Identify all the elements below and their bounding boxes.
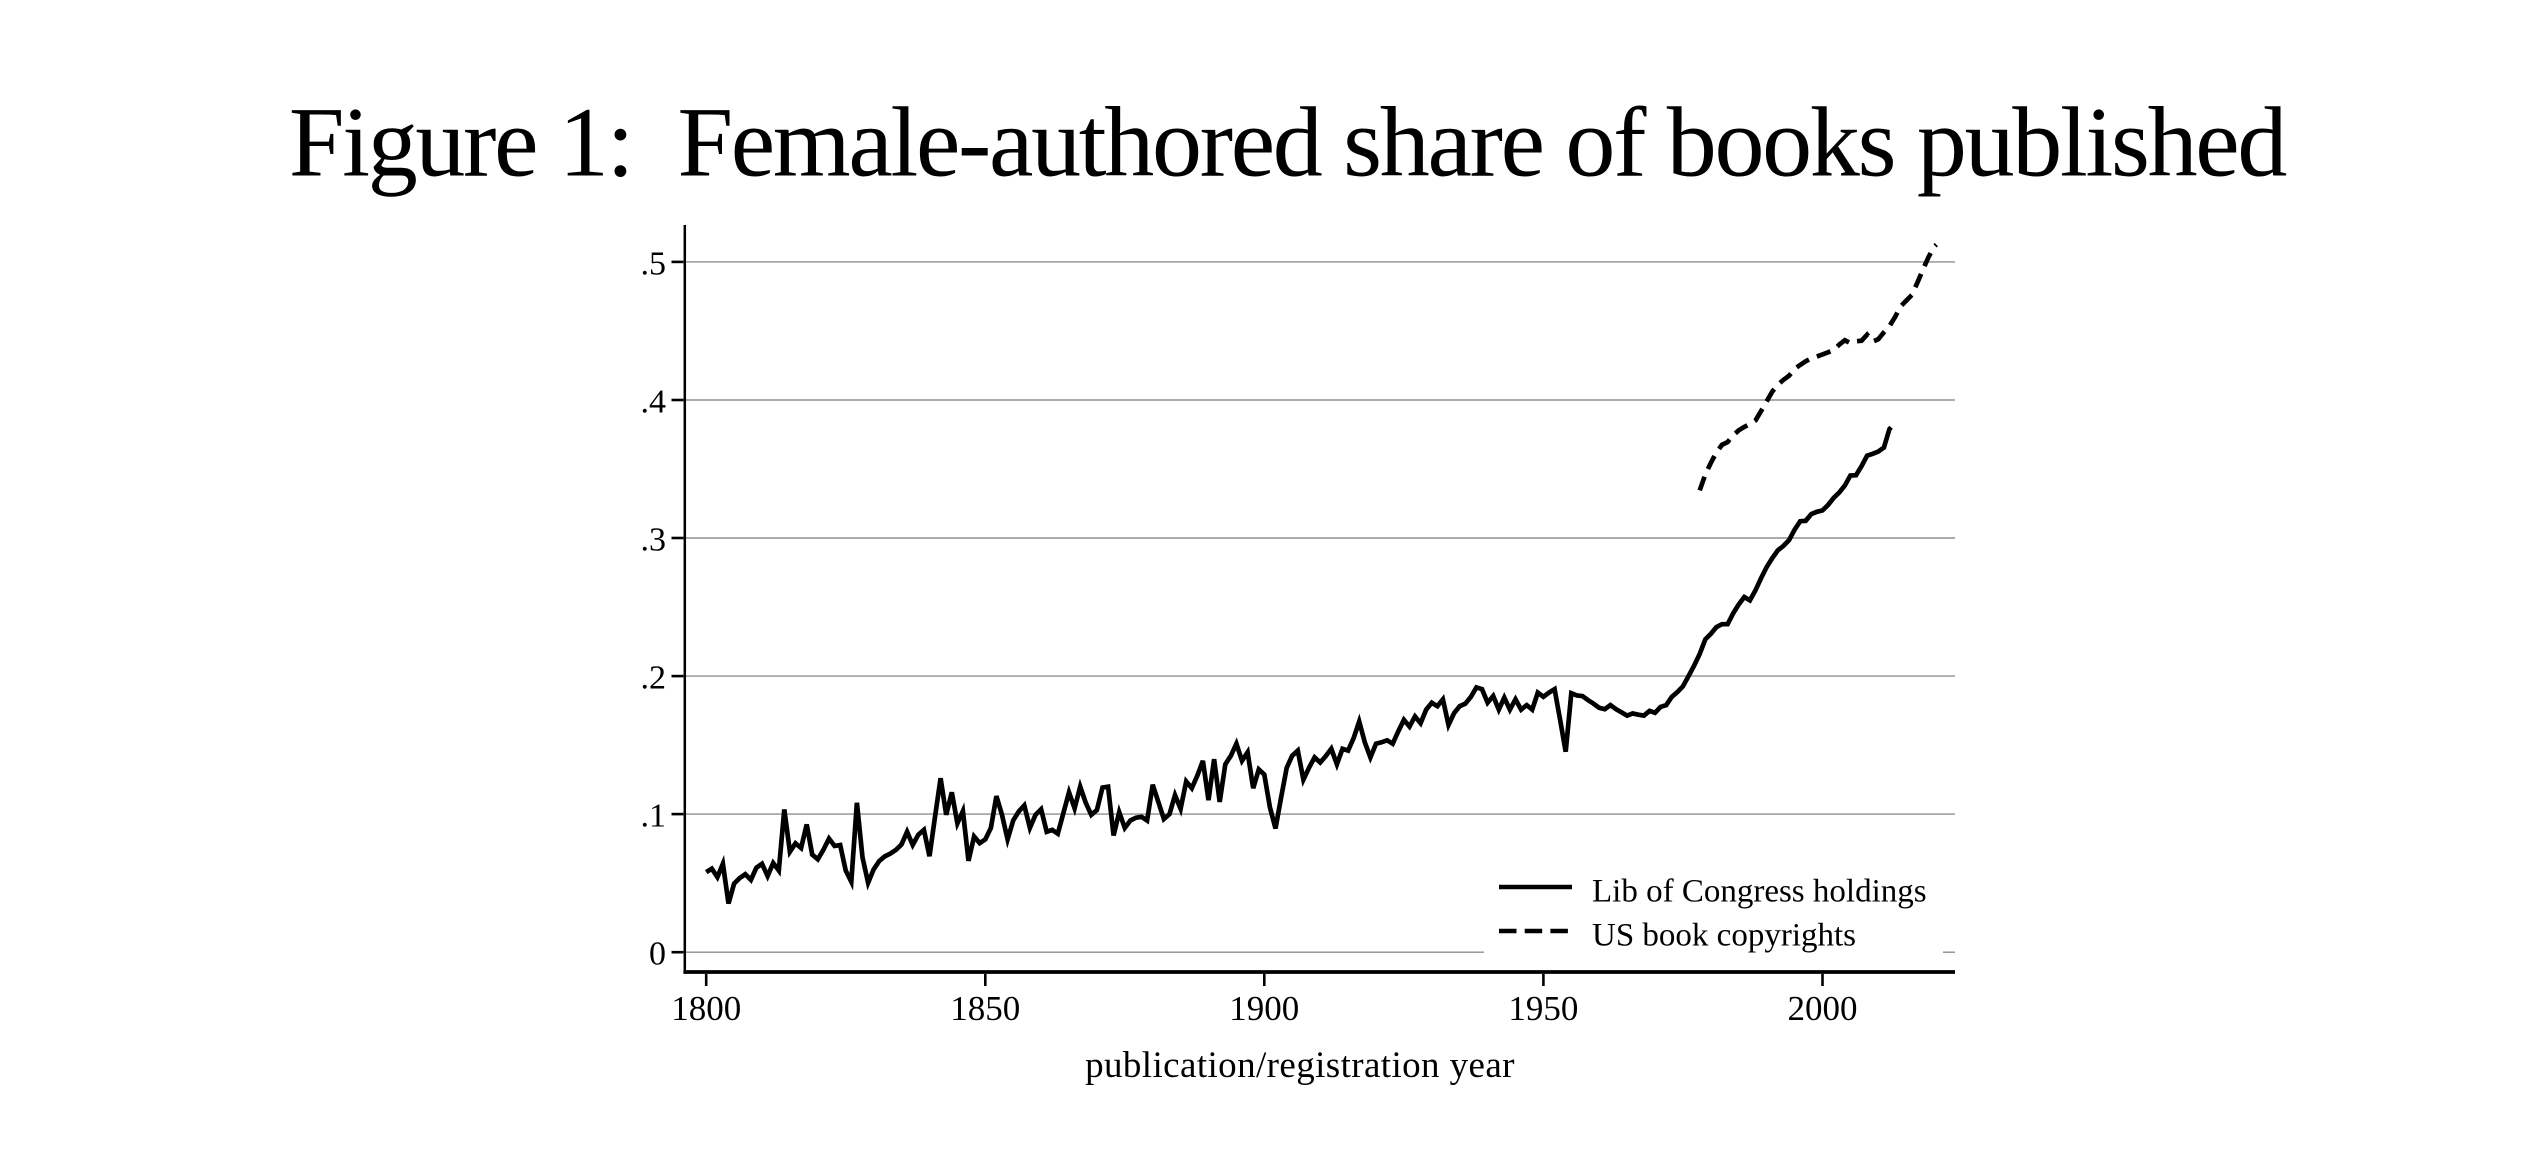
svg-text:.2: .2 xyxy=(641,660,667,697)
svg-text:US book copyrights: US book copyrights xyxy=(1592,918,1856,954)
svg-text:.4: .4 xyxy=(641,384,667,421)
svg-text:Lib of Congress holdings: Lib of Congress holdings xyxy=(1592,874,1927,910)
svg-text:.5: .5 xyxy=(641,245,667,282)
svg-text:1850: 1850 xyxy=(950,989,1020,1028)
svg-text:.1: .1 xyxy=(641,798,667,835)
svg-text:.3: .3 xyxy=(641,522,667,559)
svg-text:1950: 1950 xyxy=(1508,989,1578,1028)
svg-text:0: 0 xyxy=(649,936,666,973)
svg-text:Figure 1: Female-authored sha: Figure 1: Female-authored share of books… xyxy=(289,87,2286,198)
svg-text:2000: 2000 xyxy=(1788,989,1858,1028)
svg-text:1800: 1800 xyxy=(671,989,741,1028)
svg-text:publication/registration year: publication/registration year xyxy=(1085,1045,1515,1086)
svg-text:1900: 1900 xyxy=(1229,989,1299,1028)
